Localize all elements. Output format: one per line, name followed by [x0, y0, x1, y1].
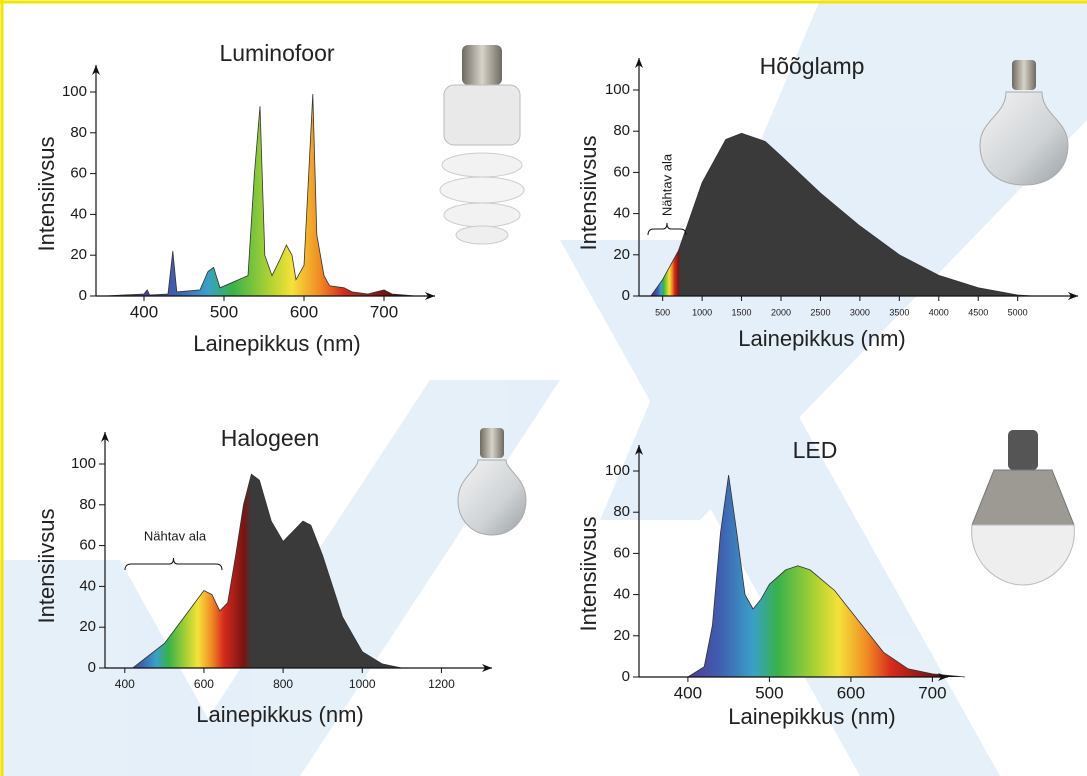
y-tick-label: 40 [79, 577, 96, 594]
y-axis-label: Intensiivsus [576, 136, 601, 251]
x-tick-label: 1000 [692, 307, 712, 317]
y-tick-label: 60 [79, 537, 96, 554]
x-tick-label: 400 [130, 302, 158, 321]
y-axis-label: Intensiivsus [576, 517, 601, 632]
y-tick-label: 100 [605, 81, 630, 98]
y-tick-label: 20 [70, 246, 87, 263]
chart-title: LED [793, 437, 838, 463]
chart: 0 20 40 60 80 100 400 500 600 700 Luminofoor Lainep… [34, 40, 435, 356]
x-tick-label: 4500 [968, 307, 988, 317]
x-tick-label: 600 [290, 302, 318, 321]
page: 020406080100400500600700LuminofoorLainep… [0, 0, 1087, 776]
y-tick-label: 80 [613, 503, 630, 520]
y-tick-label: 40 [70, 205, 87, 222]
brace [125, 558, 222, 570]
y-tick-label: 100 [605, 462, 630, 479]
y-tick-label: 20 [613, 627, 630, 644]
x-tick-label: 700 [370, 302, 398, 321]
x-axis-label: Lainepikkus (nm) [196, 702, 364, 727]
y-tick-label: 0 [622, 668, 630, 685]
chart-title: Hõõglamp [760, 53, 865, 79]
y-tick-label: 40 [613, 205, 630, 222]
x-tick-label: 1500 [732, 307, 752, 317]
annotation: Nähtav ala [144, 528, 207, 543]
cfl-bulb-photo [440, 45, 524, 244]
y-tick-label: 40 [613, 586, 630, 603]
x-tick-label: 500 [755, 683, 783, 702]
chart-title: Luminofoor [219, 40, 334, 66]
x-tick-label: 400 [674, 683, 702, 702]
x-axis-label: Lainepikkus (nm) [728, 704, 896, 729]
y-tick-label: 20 [613, 246, 630, 263]
y-tick-label: 20 [79, 618, 96, 635]
x-tick-label: 2500 [810, 307, 830, 317]
y-tick-label: 60 [70, 165, 87, 182]
led-bulb-photo [972, 430, 1075, 585]
x-tick-label: 2000 [771, 307, 791, 317]
annotation: Nähtav ala [659, 153, 674, 216]
x-tick-label: 600 [837, 683, 865, 702]
y-tick-label: 0 [88, 659, 96, 676]
y-tick-label: 0 [622, 287, 630, 304]
x-axis-label: Lainepikkus (nm) [738, 326, 906, 351]
area-fill [104, 94, 416, 296]
y-tick-label: 80 [79, 496, 96, 513]
chart-title: Halogeen [221, 425, 319, 451]
x-tick-label: 4000 [929, 307, 949, 317]
y-axis-label: Intensiivsus [34, 137, 59, 252]
brace [648, 223, 686, 235]
x-tick-label: 500 [655, 307, 670, 317]
x-tick-label: 400 [115, 677, 135, 691]
x-tick-label: 500 [210, 302, 238, 321]
y-tick-label: 60 [613, 163, 630, 180]
y-tick-label: 80 [613, 122, 630, 139]
x-tick-label: 3000 [850, 307, 870, 317]
y-tick-label: 80 [70, 124, 87, 141]
x-tick-label: 5000 [1008, 307, 1028, 317]
x-tick-label: 800 [273, 677, 293, 691]
y-tick-label: 0 [79, 287, 87, 304]
y-axis-label: Intensiivsus [34, 509, 59, 624]
y-tick-label: 100 [62, 83, 87, 100]
y-tick-label: 100 [71, 455, 96, 472]
x-tick-label: 700 [918, 683, 946, 702]
y-tick-label: 60 [613, 544, 630, 561]
x-axis-label: Lainepikkus (nm) [193, 331, 361, 356]
x-tick-label: 1000 [349, 677, 376, 691]
x-tick-label: 3500 [889, 307, 909, 317]
x-tick-label: 600 [194, 677, 214, 691]
x-tick-label: 1200 [428, 677, 455, 691]
